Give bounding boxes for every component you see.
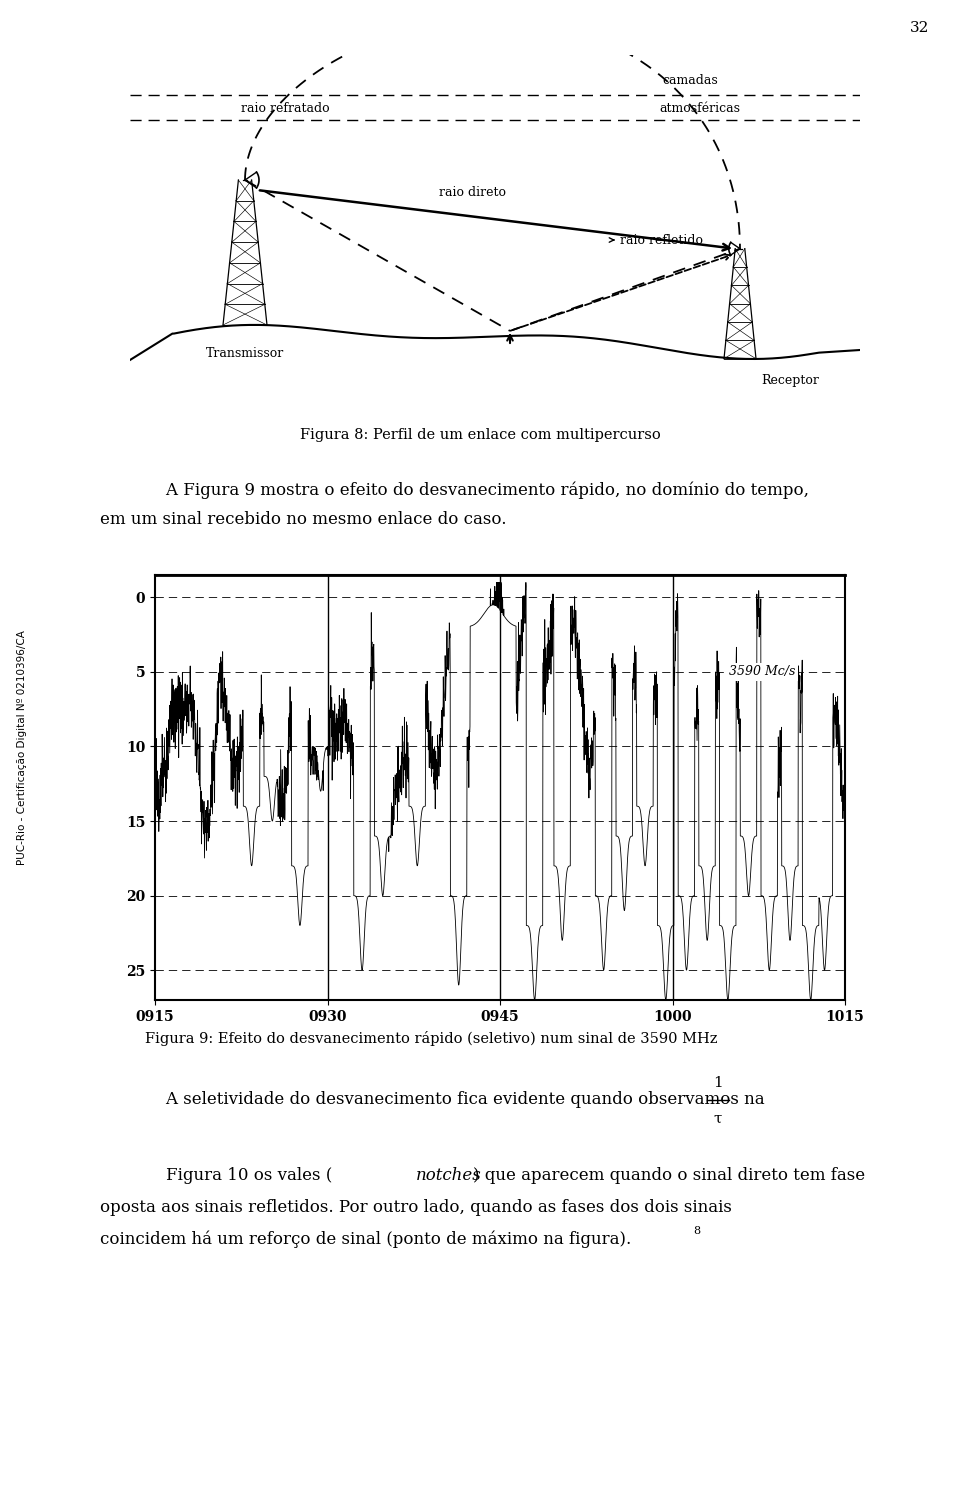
Text: 3590 Mc/s: 3590 Mc/s bbox=[729, 665, 796, 679]
Text: oposta aos sinais refletidos. Por outro lado, quando as fases dos dois sinais: oposta aos sinais refletidos. Por outro … bbox=[100, 1199, 732, 1215]
Text: em um sinal recebido no mesmo enlace do caso.: em um sinal recebido no mesmo enlace do … bbox=[100, 511, 507, 529]
Text: Transmissor: Transmissor bbox=[205, 347, 284, 360]
Text: camadas: camadas bbox=[662, 73, 718, 87]
Text: 1: 1 bbox=[713, 1076, 723, 1090]
Text: raio refletido: raio refletido bbox=[620, 233, 703, 247]
Text: raio refratado: raio refratado bbox=[241, 102, 329, 115]
Text: 8: 8 bbox=[693, 1226, 700, 1236]
Text: Figura 10 os vales (: Figura 10 os vales ( bbox=[145, 1166, 332, 1184]
Text: Figura 8: Perfil de um enlace com multipercurso: Figura 8: Perfil de um enlace com multip… bbox=[300, 428, 660, 443]
Text: A seletividade do desvanecimento fica evidente quando observamos na: A seletividade do desvanecimento fica ev… bbox=[145, 1091, 764, 1108]
Text: raio direto: raio direto bbox=[439, 187, 506, 199]
Text: PUC-Rio - Certificação Digital Nº 0210396/CA: PUC-Rio - Certificação Digital Nº 021039… bbox=[17, 631, 27, 866]
Text: notches: notches bbox=[416, 1166, 482, 1184]
Text: atmosféricas: atmosféricas bbox=[660, 102, 740, 115]
Text: ) que aparecem quando o sinal direto tem fase: ) que aparecem quando o sinal direto tem… bbox=[473, 1166, 865, 1184]
Text: 32: 32 bbox=[910, 21, 929, 34]
Text: Receptor: Receptor bbox=[761, 374, 819, 387]
Text: τ: τ bbox=[714, 1112, 722, 1126]
Text: Figura 9: Efeito do desvanecimento rápido (seletivo) num sinal de 3590 MHz: Figura 9: Efeito do desvanecimento rápid… bbox=[145, 1030, 717, 1045]
Text: A Figura 9 mostra o efeito do desvanecimento rápido, no domínio do tempo,: A Figura 9 mostra o efeito do desvanecim… bbox=[145, 481, 809, 499]
Text: coincidem há um reforço de sinal (ponto de máximo na figura).: coincidem há um reforço de sinal (ponto … bbox=[100, 1230, 632, 1248]
